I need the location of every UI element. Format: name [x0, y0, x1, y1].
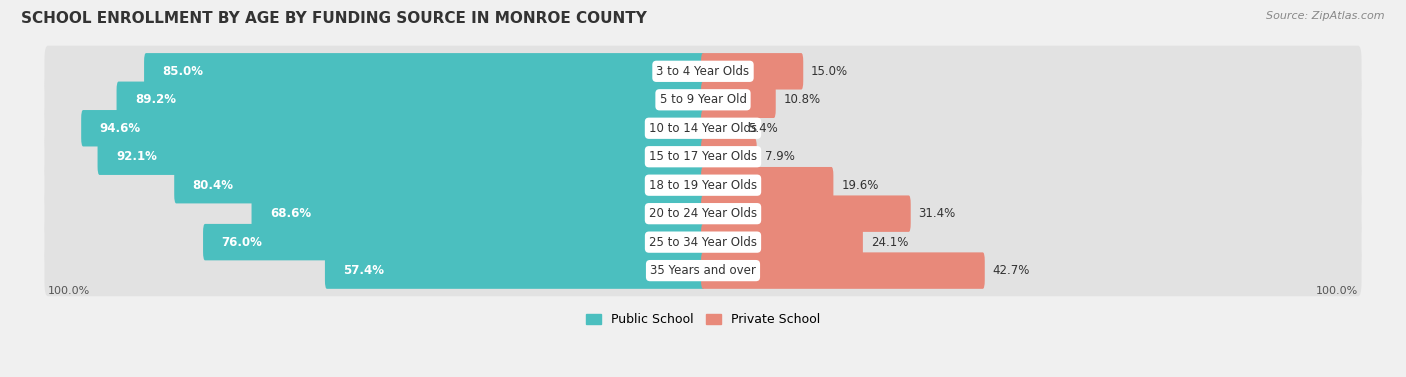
FancyBboxPatch shape [202, 224, 704, 261]
Text: 57.4%: 57.4% [343, 264, 384, 277]
Text: 7.9%: 7.9% [765, 150, 794, 163]
Text: 24.1%: 24.1% [870, 236, 908, 249]
Text: 20 to 24 Year Olds: 20 to 24 Year Olds [650, 207, 756, 220]
Text: 100.0%: 100.0% [1316, 286, 1358, 296]
FancyBboxPatch shape [252, 195, 704, 232]
FancyBboxPatch shape [97, 138, 704, 175]
Legend: Public School, Private School: Public School, Private School [581, 308, 825, 331]
FancyBboxPatch shape [45, 74, 1361, 126]
FancyBboxPatch shape [702, 167, 834, 204]
FancyBboxPatch shape [82, 110, 704, 147]
FancyBboxPatch shape [45, 46, 1361, 97]
FancyBboxPatch shape [45, 103, 1361, 154]
Text: 10.8%: 10.8% [783, 93, 821, 106]
FancyBboxPatch shape [702, 195, 911, 232]
Text: 5 to 9 Year Old: 5 to 9 Year Old [659, 93, 747, 106]
Text: 15.0%: 15.0% [811, 65, 848, 78]
FancyBboxPatch shape [45, 131, 1361, 182]
FancyBboxPatch shape [702, 252, 984, 289]
FancyBboxPatch shape [143, 53, 704, 89]
Text: 94.6%: 94.6% [100, 122, 141, 135]
FancyBboxPatch shape [325, 252, 704, 289]
Text: 19.6%: 19.6% [841, 179, 879, 192]
Text: 5.4%: 5.4% [748, 122, 778, 135]
FancyBboxPatch shape [702, 81, 776, 118]
FancyBboxPatch shape [702, 138, 756, 175]
Text: 68.6%: 68.6% [270, 207, 311, 220]
FancyBboxPatch shape [45, 245, 1361, 296]
FancyBboxPatch shape [702, 110, 741, 147]
Text: 31.4%: 31.4% [918, 207, 956, 220]
Text: 10 to 14 Year Olds: 10 to 14 Year Olds [650, 122, 756, 135]
Text: 80.4%: 80.4% [193, 179, 233, 192]
Text: 85.0%: 85.0% [163, 65, 204, 78]
FancyBboxPatch shape [45, 159, 1361, 211]
Text: 3 to 4 Year Olds: 3 to 4 Year Olds [657, 65, 749, 78]
FancyBboxPatch shape [45, 188, 1361, 239]
Text: 42.7%: 42.7% [993, 264, 1031, 277]
FancyBboxPatch shape [702, 224, 863, 261]
Text: SCHOOL ENROLLMENT BY AGE BY FUNDING SOURCE IN MONROE COUNTY: SCHOOL ENROLLMENT BY AGE BY FUNDING SOUR… [21, 11, 647, 26]
Text: 18 to 19 Year Olds: 18 to 19 Year Olds [650, 179, 756, 192]
Text: Source: ZipAtlas.com: Source: ZipAtlas.com [1267, 11, 1385, 21]
Text: 76.0%: 76.0% [221, 236, 263, 249]
Text: 92.1%: 92.1% [115, 150, 157, 163]
Text: 89.2%: 89.2% [135, 93, 176, 106]
Text: 25 to 34 Year Olds: 25 to 34 Year Olds [650, 236, 756, 249]
Text: 100.0%: 100.0% [48, 286, 90, 296]
FancyBboxPatch shape [45, 216, 1361, 268]
Text: 15 to 17 Year Olds: 15 to 17 Year Olds [650, 150, 756, 163]
FancyBboxPatch shape [174, 167, 704, 204]
Text: 35 Years and over: 35 Years and over [650, 264, 756, 277]
FancyBboxPatch shape [117, 81, 704, 118]
FancyBboxPatch shape [702, 53, 803, 89]
